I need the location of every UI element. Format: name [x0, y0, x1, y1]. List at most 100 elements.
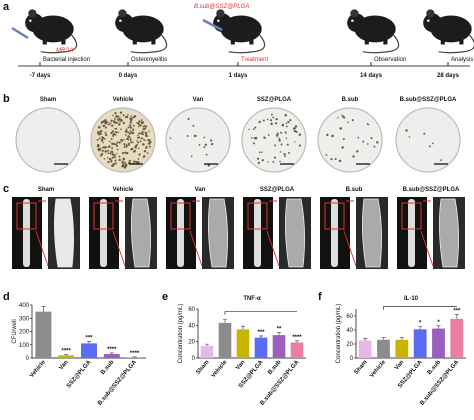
- colony: [122, 114, 125, 117]
- roi-box: [93, 202, 114, 230]
- colony: [126, 128, 128, 130]
- error-bar: [454, 314, 459, 319]
- event-label: Bacterial injection: [43, 57, 90, 63]
- colony: [207, 164, 211, 167]
- bar: [58, 355, 75, 358]
- colony: [145, 145, 148, 148]
- colony: [116, 121, 119, 124]
- colony: [123, 142, 126, 146]
- colony: [114, 127, 117, 130]
- colony: [129, 124, 132, 127]
- bone-zoom: [439, 198, 459, 268]
- colony: [107, 160, 110, 164]
- bone: [23, 199, 30, 267]
- colony: [284, 131, 287, 134]
- panel-label: c: [3, 183, 9, 195]
- colony: [149, 140, 152, 144]
- colony: [326, 133, 329, 137]
- colony: [193, 134, 197, 138]
- roi-box: [16, 202, 37, 230]
- colony: [112, 134, 114, 136]
- colony: [431, 142, 434, 145]
- colony: [118, 123, 121, 126]
- bar: [450, 318, 464, 358]
- colony: [96, 144, 100, 148]
- colony: [112, 114, 114, 117]
- colony: [423, 132, 426, 135]
- colony: [111, 150, 114, 153]
- colony: [294, 125, 298, 128]
- y-axis-label: Concentration (pg/mL): [178, 304, 184, 364]
- colony: [278, 139, 281, 142]
- error-bar: [295, 340, 299, 343]
- dish-label: SSZ@PLGA: [257, 97, 292, 103]
- y-tick-label: 0: [192, 356, 196, 362]
- roi-box: [247, 202, 268, 230]
- colony: [428, 145, 431, 148]
- y-tick-label: 60: [346, 314, 353, 320]
- y-tick-label: 40: [346, 328, 353, 334]
- significance-label: ***: [85, 335, 93, 341]
- x-tick-label: Sham: [354, 359, 369, 375]
- panel-label: f: [318, 291, 322, 303]
- colony: [102, 146, 105, 149]
- colony: [211, 142, 214, 146]
- colony: [121, 165, 124, 168]
- colony: [97, 125, 100, 128]
- y-tick-label: 60: [188, 307, 195, 313]
- timeline: Bacterial injection -7 days Osteomyelitis 0…: [30, 57, 474, 79]
- colony: [280, 131, 283, 134]
- ct-label: Vehicle: [113, 187, 134, 193]
- error-bar: [277, 332, 281, 336]
- colony: [102, 124, 106, 128]
- colony: [114, 112, 117, 115]
- colony: [278, 137, 281, 140]
- x-tick-label: B.sub: [267, 359, 283, 376]
- colony: [254, 126, 257, 129]
- significance-label: ****: [292, 335, 302, 341]
- colony: [109, 157, 112, 161]
- colony: [114, 117, 116, 120]
- y-tick-label: 400: [19, 303, 30, 309]
- colony: [192, 124, 195, 127]
- significance-label: ****: [107, 347, 117, 353]
- colony: [203, 146, 206, 149]
- colony: [127, 142, 130, 145]
- x-tick-label: Sham: [195, 359, 210, 375]
- bar: [35, 311, 52, 358]
- colony: [121, 139, 123, 141]
- colony: [129, 130, 132, 132]
- x-tick-label: Van: [235, 359, 247, 371]
- colony: [123, 166, 127, 169]
- colony: [204, 143, 208, 146]
- dish-label: Van: [193, 97, 204, 103]
- roi-box: [324, 202, 345, 230]
- colony: [129, 161, 131, 164]
- bone-zoom: [131, 198, 151, 268]
- colony: [102, 141, 104, 144]
- colony: [124, 134, 127, 136]
- colony: [104, 133, 108, 136]
- colony: [257, 161, 260, 164]
- bar: [413, 329, 427, 358]
- colony: [122, 122, 125, 125]
- error-bar: [41, 306, 46, 312]
- bone: [331, 199, 338, 267]
- colony: [287, 120, 290, 124]
- bar: [358, 340, 372, 358]
- colony: [325, 153, 328, 156]
- colony: [138, 132, 141, 135]
- colony: [248, 128, 250, 131]
- colony: [106, 150, 109, 152]
- colony: [119, 111, 123, 114]
- colony: [109, 140, 111, 143]
- significance-label: ****: [62, 349, 72, 355]
- colony: [113, 154, 116, 157]
- colony: [132, 128, 135, 131]
- colony: [110, 131, 113, 135]
- colony: [142, 143, 145, 146]
- colony: [129, 126, 133, 129]
- colony: [112, 162, 116, 166]
- day-label: 1 days: [229, 73, 248, 79]
